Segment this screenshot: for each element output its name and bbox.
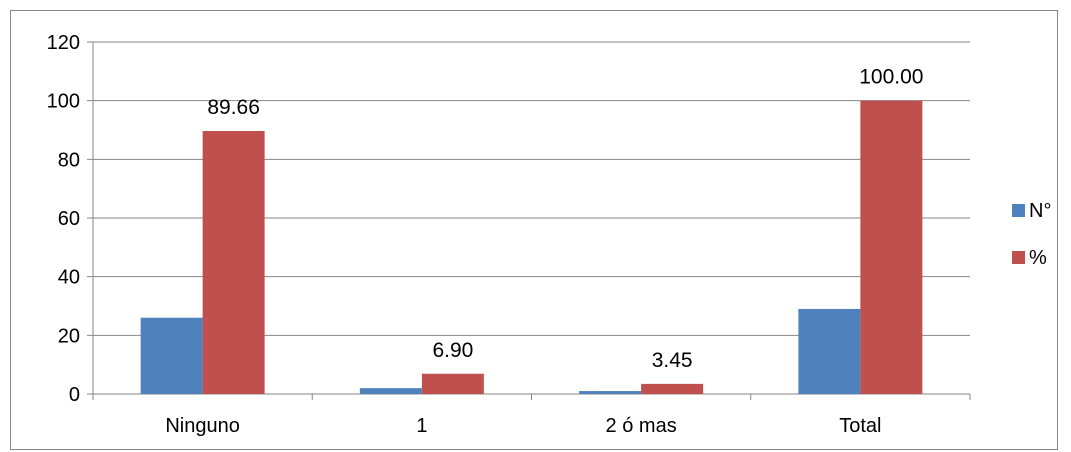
data-label: 3.45 bbox=[652, 349, 693, 372]
bar-count bbox=[798, 308, 861, 394]
legend-label: % bbox=[1029, 247, 1047, 269]
data-label: 89.66 bbox=[207, 96, 260, 119]
bar-count bbox=[579, 391, 642, 394]
legend: N°% bbox=[1012, 200, 1051, 269]
bar-percent bbox=[641, 383, 704, 394]
x-tick-label: Ninguno bbox=[165, 415, 240, 437]
y-tick-label: 120 bbox=[47, 32, 80, 54]
x-tick-label: Total bbox=[839, 415, 881, 437]
bar-percent bbox=[421, 373, 484, 394]
y-tick-label: 60 bbox=[58, 208, 80, 230]
legend-swatch bbox=[1012, 251, 1025, 264]
y-tick-label: 0 bbox=[69, 384, 80, 406]
bars bbox=[140, 100, 923, 395]
legend-swatch bbox=[1012, 204, 1025, 217]
y-tick-label: 40 bbox=[58, 267, 80, 289]
bar-percent bbox=[860, 100, 923, 395]
x-tick-label: 2 ó mas bbox=[606, 415, 677, 437]
bar-percent bbox=[202, 130, 265, 395]
x-axis: Ninguno 1 2 ó mas Total bbox=[92, 393, 971, 437]
legend-label: N° bbox=[1029, 200, 1051, 222]
y-tick-label: 20 bbox=[58, 325, 80, 347]
data-label: 100.00 bbox=[859, 66, 923, 89]
y-tick-label: 100 bbox=[47, 91, 80, 113]
bar-count bbox=[359, 388, 422, 394]
data-labels: 89.66 6.90 3.45 100.00 bbox=[207, 66, 923, 372]
data-label: 6.90 bbox=[432, 339, 473, 362]
bar-count bbox=[140, 317, 203, 394]
y-tick-label: 80 bbox=[58, 149, 80, 171]
y-axis: 0 20 40 60 80 100 120 bbox=[47, 32, 94, 406]
x-tick-label: 1 bbox=[416, 415, 427, 437]
